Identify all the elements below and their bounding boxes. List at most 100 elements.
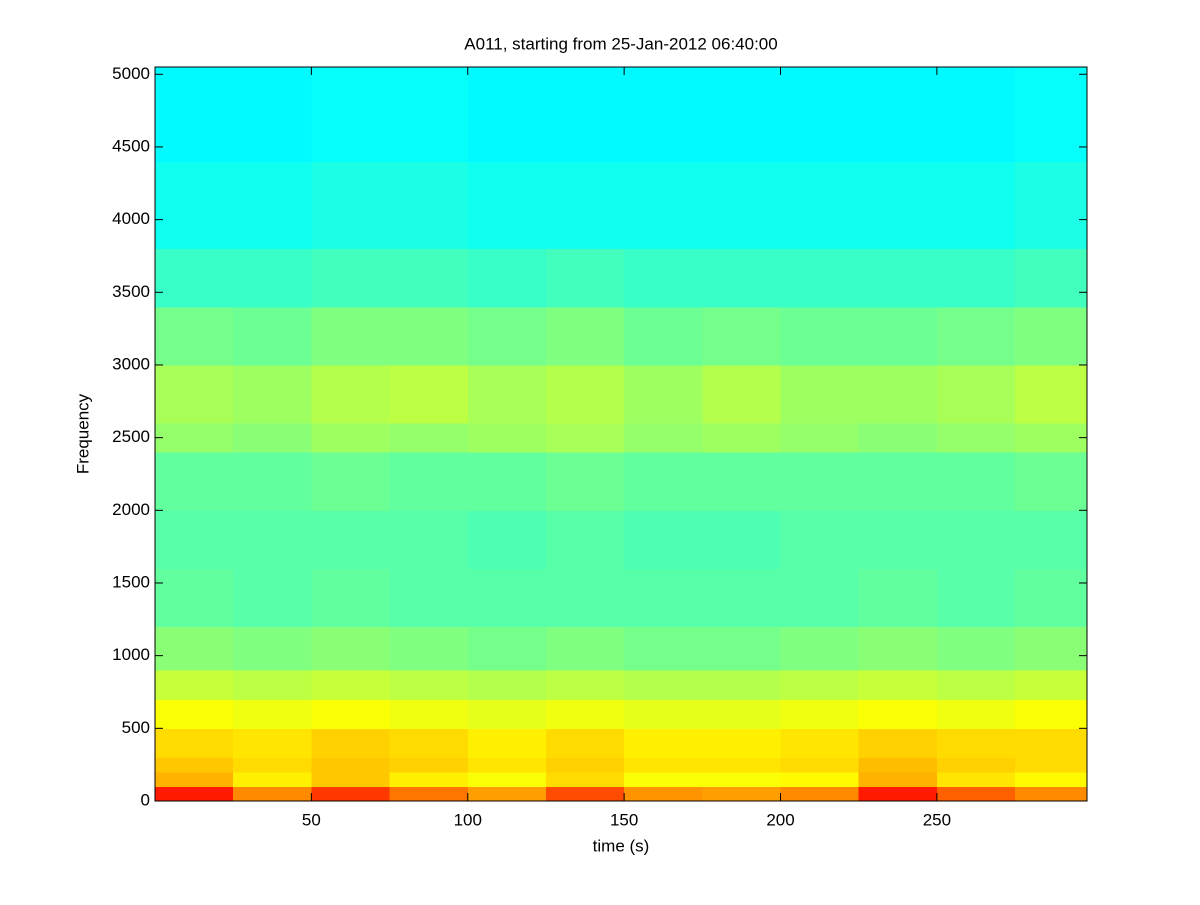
- heatmap-cell: [233, 248, 312, 308]
- heatmap-cell: [858, 626, 938, 671]
- heatmap-cell: [467, 452, 547, 511]
- heatmap-cell: [467, 423, 547, 453]
- x-tick-label: 200: [766, 810, 794, 829]
- heatmap-cell: [858, 757, 938, 773]
- heatmap-cell: [233, 161, 312, 250]
- heatmap-cell: [311, 510, 391, 569]
- heatmap-cell: [389, 728, 469, 758]
- heatmap-cell: [389, 510, 469, 569]
- heatmap-cell: [545, 67, 625, 162]
- heatmap-cell: [467, 699, 547, 729]
- heatmap-cell: [780, 757, 860, 773]
- heatmap-cell: [233, 510, 312, 569]
- heatmap-cell: [155, 364, 234, 424]
- heatmap-cell: [624, 786, 703, 802]
- heatmap-cell: [155, 757, 234, 773]
- heatmap-cell: [936, 771, 1016, 787]
- heatmap-cell: [389, 161, 469, 250]
- y-axis-label: Frequency: [73, 393, 92, 474]
- heatmap-cell: [936, 248, 1016, 308]
- heatmap-cell: [545, 248, 625, 308]
- axes: 50 100 150 200 25005001000150020002500300035…: [112, 64, 1088, 829]
- heatmap-cell: [467, 306, 547, 366]
- heatmap-cell: [545, 306, 625, 366]
- heatmap-cell: [936, 364, 1016, 424]
- heatmap-cell: [702, 568, 782, 628]
- heatmap-cell: [155, 771, 234, 787]
- heatmap-cell: [233, 67, 312, 162]
- heatmap-cell: [545, 757, 625, 773]
- heatmap-cell: [545, 786, 625, 802]
- y-tick-label: 1000: [112, 645, 150, 664]
- heatmap-cell: [702, 626, 782, 671]
- heatmap-cell: [702, 771, 782, 787]
- heatmap-cell: [858, 452, 938, 511]
- heatmap-cell: [1015, 67, 1088, 162]
- heatmap-cell: [467, 248, 547, 308]
- heatmap-cell: [936, 728, 1016, 758]
- heatmap-cell: [467, 161, 547, 250]
- heatmap-cell: [858, 161, 938, 250]
- heatmap-cell: [858, 786, 938, 802]
- heatmap-cell: [858, 670, 938, 700]
- heatmap-cell: [467, 786, 547, 802]
- heatmap-cell: [936, 452, 1016, 511]
- heatmap-cell: [311, 670, 391, 700]
- heatmap-cell: [780, 699, 860, 729]
- heatmap-cell: [624, 306, 703, 366]
- y-tick-label: 3500: [112, 282, 150, 301]
- heatmap-cell: [702, 423, 782, 453]
- heatmap-cell: [311, 699, 391, 729]
- heatmap-cell: [311, 786, 391, 802]
- heatmap-cell: [545, 626, 625, 671]
- heatmap-cell: [311, 248, 391, 308]
- heatmap-cell: [1015, 248, 1088, 308]
- heatmap-cell: [233, 757, 312, 773]
- heatmap-cell: [155, 568, 234, 628]
- heatmap-cell: [780, 306, 860, 366]
- heatmap-cell: [858, 568, 938, 628]
- heatmap-cell: [155, 510, 234, 569]
- plot-frame: [154, 66, 1088, 802]
- heatmap-cell: [311, 161, 391, 250]
- heatmap-cell: [1015, 771, 1088, 787]
- heatmap-cell: [155, 786, 234, 802]
- y-tick-label: 4000: [112, 209, 150, 228]
- heatmap-cell: [624, 568, 703, 628]
- heatmap-cell: [858, 510, 938, 569]
- heatmap-cell: [858, 306, 938, 366]
- heatmap-cell: [233, 306, 312, 366]
- chart-title: A011, starting from 25-Jan-2012 06:40:00: [464, 34, 777, 53]
- heatmap-cell: [1015, 568, 1088, 628]
- heatmap-cell: [233, 452, 312, 511]
- heatmap-cell: [545, 161, 625, 250]
- heatmap-cell: [467, 364, 547, 424]
- heatmap-cell: [155, 161, 234, 250]
- heatmap-cell: [155, 67, 234, 162]
- heatmap-cell: [155, 423, 234, 453]
- heatmap-cell: [389, 771, 469, 787]
- heatmap-cell: [545, 452, 625, 511]
- heatmap-cell: [311, 364, 391, 424]
- heatmap-cell: [233, 626, 312, 671]
- heatmap-cell: [624, 757, 703, 773]
- heatmap-cell: [389, 423, 469, 453]
- x-tick-label: 150: [610, 810, 638, 829]
- heatmap-cell: [545, 510, 625, 569]
- heatmap-cell: [1015, 510, 1088, 569]
- heatmap-cell: [702, 161, 782, 250]
- heatmap-cell: [467, 568, 547, 628]
- heatmap-cell: [780, 67, 860, 162]
- heatmap-cell: [624, 248, 703, 308]
- y-tick-label: 5000: [112, 64, 150, 83]
- heatmap-cell: [624, 423, 703, 453]
- heatmap-cell: [389, 786, 469, 802]
- heatmap-cell: [936, 306, 1016, 366]
- heatmap-cell: [936, 568, 1016, 628]
- heatmap-cell: [702, 452, 782, 511]
- heatmap-cell: [1015, 626, 1088, 671]
- heatmap-cell: [858, 364, 938, 424]
- heatmap-cell: [311, 771, 391, 787]
- heatmap-cell: [1015, 306, 1088, 366]
- heatmap-cell: [311, 423, 391, 453]
